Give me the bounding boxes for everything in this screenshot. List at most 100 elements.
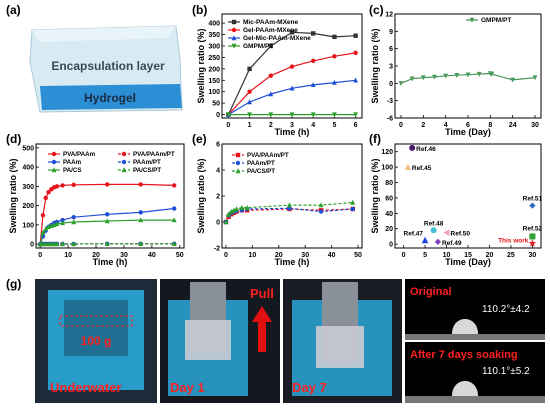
scatter-point-7 [529,233,536,240]
scatter-point-2 [529,202,536,209]
data-point-b-1 [311,58,316,64]
y-tick-label-b: 300 [208,44,220,51]
data-point-d-0 [105,182,110,187]
data-point-d-0 [60,183,65,188]
y-tick-label-d: 200 [22,203,34,210]
encapsulation-top-shine [32,26,176,42]
y-tick-label-b: 0 [216,112,220,119]
data-point-b-2 [247,99,253,105]
series-line-b-2 [228,79,356,116]
x-tick-label-c: 30 [531,122,539,129]
x-tick-label-e: 40 [328,252,336,259]
legend-marker-e [235,152,241,158]
x-tick-label-d: 50 [176,252,184,259]
caption-day7: Day 7 [292,380,327,395]
contact-value-original: 110.2°±4.2 [482,304,530,315]
weight-label: 100 g [81,334,112,348]
droplet-original [452,319,478,334]
x-tick-label-f: 0 [402,252,406,259]
plot-frame-c [394,13,542,119]
data-point-e-2 [244,205,250,210]
y-tick-label-e: -2 [214,246,220,253]
data-point-d-0 [46,189,51,195]
legend-label-b: Mic-PAAm-MXene [243,19,299,26]
legend-label-e: PA/CS/PT [247,168,275,175]
surface-original [405,334,545,340]
data-point-d-5 [138,241,144,246]
y-tick-label-b: 50 [212,101,220,108]
data-point-e-2 [239,205,245,210]
data-point-d-4 [40,229,46,235]
data-point-b-3 [268,112,274,118]
x-tick-label-e: 10 [248,252,256,259]
data-point-d-4 [60,220,65,226]
series-line-d-4 [39,219,175,245]
y-tick-label-d: 400 [22,165,34,172]
legend-marker-e [235,160,241,166]
x-tick-label-b: 6 [354,122,358,129]
legend-marker-b [231,19,237,25]
series-line-e-1 [225,207,353,223]
panel-label-g: (g) [6,277,21,291]
data-point-d-0 [172,183,177,188]
data-point-b-1 [247,89,252,94]
scatter-point-3 [430,227,437,234]
y-tick-label-b: 100 [208,89,220,96]
data-point-c-0 [465,72,471,78]
series-line-c-0 [400,72,536,84]
y-tick-label-b: 150 [208,78,220,85]
panel-label-b: (b) [192,3,207,17]
hydrogel-label: Hydrogel [84,91,136,105]
y-tick-label-c: 6 [389,46,393,53]
x-axis-label-d: Time (h) [93,257,128,267]
x-tick-label-c: 24 [509,122,517,129]
data-point-b-3 [225,112,231,118]
pull-arrow-icon [252,306,272,352]
scatter-label-8: This work [498,237,529,244]
data-point-b-0 [268,43,273,49]
scatter-point-0 [409,144,416,151]
panel-g-photos: 100 g Underwater Pull Day 1 Day 7 Origin… [35,279,545,403]
data-point-d-0 [40,213,46,218]
data-point-c-0 [432,74,437,80]
x-tick-label-b: 0 [226,122,230,129]
contact-title-original: Original [410,286,452,298]
plot-frame-d [35,143,185,249]
scatter-point-4 [443,229,450,236]
x-tick-label-d: 0 [38,252,42,259]
data-point-e-2 [223,219,229,225]
scatter-label-3: Ref.48 [424,220,444,227]
y-tick-label-c: 12 [385,12,393,19]
data-point-d-5 [104,241,110,246]
legend-label-d: PA/CS/PT [133,167,161,174]
panel-label-c: (c) [369,3,384,17]
data-point-d-5 [51,241,57,247]
y-tick-label-c: 3 [389,64,393,71]
data-point-d-0 [138,182,143,187]
panel-label-d: (d) [6,132,21,146]
droplet-after [452,381,478,396]
data-point-d-0 [71,182,76,188]
data-point-d-5 [43,241,49,247]
caption-underwater: Underwater [50,380,122,395]
y-tick-label-c: 9 [389,29,393,36]
x-tick-label-d: 10 [64,252,72,259]
data-point-d-5 [46,241,52,247]
y-tick-label-c: -6 [387,116,393,123]
data-point-d-5 [54,241,60,247]
data-point-b-0 [353,33,358,38]
data-point-e-1 [318,209,324,214]
scatter-label-2: Ref.51 [523,196,543,203]
data-point-d-5 [171,241,177,246]
data-point-d-4 [104,218,110,224]
panel-label-a: (a) [6,3,21,17]
contact-title-after: After 7 days soaking [410,349,518,361]
data-point-c-0 [409,76,415,82]
x-axis-label-f: Time (Day) [445,257,491,267]
y-tick-label-f: 100 [381,165,393,172]
scatter-label-1: Ref.45 [412,165,432,172]
data-point-d-4 [171,217,177,223]
legend-marker-b [231,43,237,49]
y-axis-label-d: Swelling ratio (%) [8,158,18,233]
legend-marker-d [51,151,57,157]
